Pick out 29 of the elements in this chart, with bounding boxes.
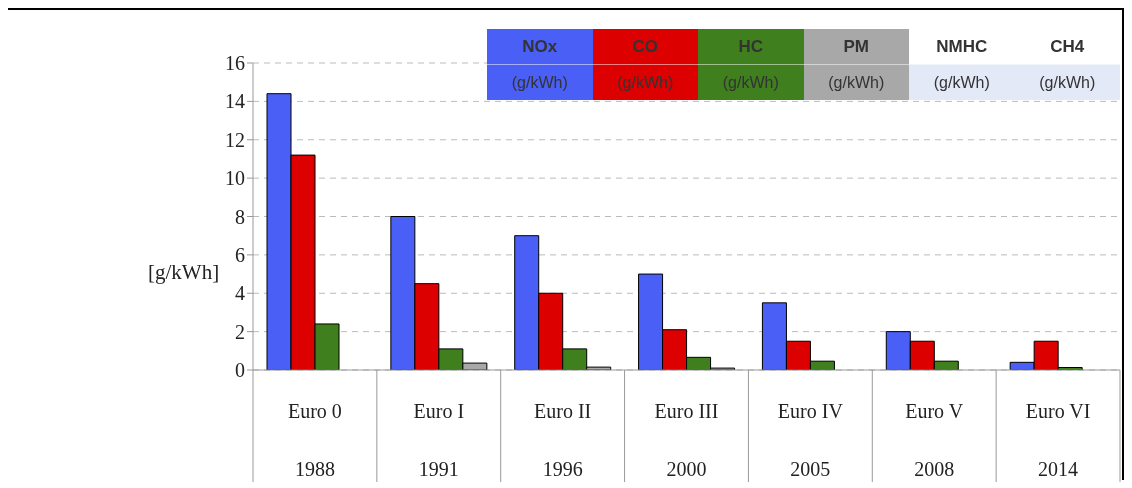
category-label: Euro II 1996 — [534, 400, 592, 480]
text: (g/kWh) — [722, 74, 779, 91]
text: (g/kWh) — [933, 74, 990, 91]
category-label: Euro III 2000 — [654, 400, 719, 480]
y-tick-label: 16 — [225, 52, 245, 75]
y-axis-title: [g/kWh] — [148, 260, 220, 285]
y-tick-label: 8 — [235, 205, 245, 228]
y-tick-label: 12 — [225, 128, 245, 151]
category-label: Euro 0 1988 — [287, 400, 342, 480]
category-label: Euro IV 2005 — [777, 400, 843, 480]
legend-title: (g/kWh) — [487, 64, 593, 100]
text: CO — [592, 29, 698, 64]
y-tick-label: 0 — [235, 359, 245, 382]
y-tick-label: 14 — [225, 90, 245, 113]
category-label: Euro VI 2014 — [1025, 400, 1091, 480]
y-tick-label: 4 — [235, 282, 245, 305]
category-label: Euro V 2008 — [905, 400, 964, 480]
text: (g/kWh) — [1039, 74, 1096, 91]
text: (g/kWh) — [828, 74, 885, 91]
category-label: Euro I 1991 — [413, 400, 465, 480]
y-tick-label: 2 — [235, 320, 245, 343]
text: (g/kWh) — [617, 74, 674, 91]
text: NMHC — [909, 29, 1015, 64]
y-tick-label: 10 — [225, 167, 245, 190]
text: HC — [698, 29, 804, 64]
text: CH4 — [1014, 29, 1120, 64]
y-tick-label: 6 — [235, 243, 245, 266]
text: NOx — [487, 29, 593, 64]
text: PM — [803, 29, 909, 64]
